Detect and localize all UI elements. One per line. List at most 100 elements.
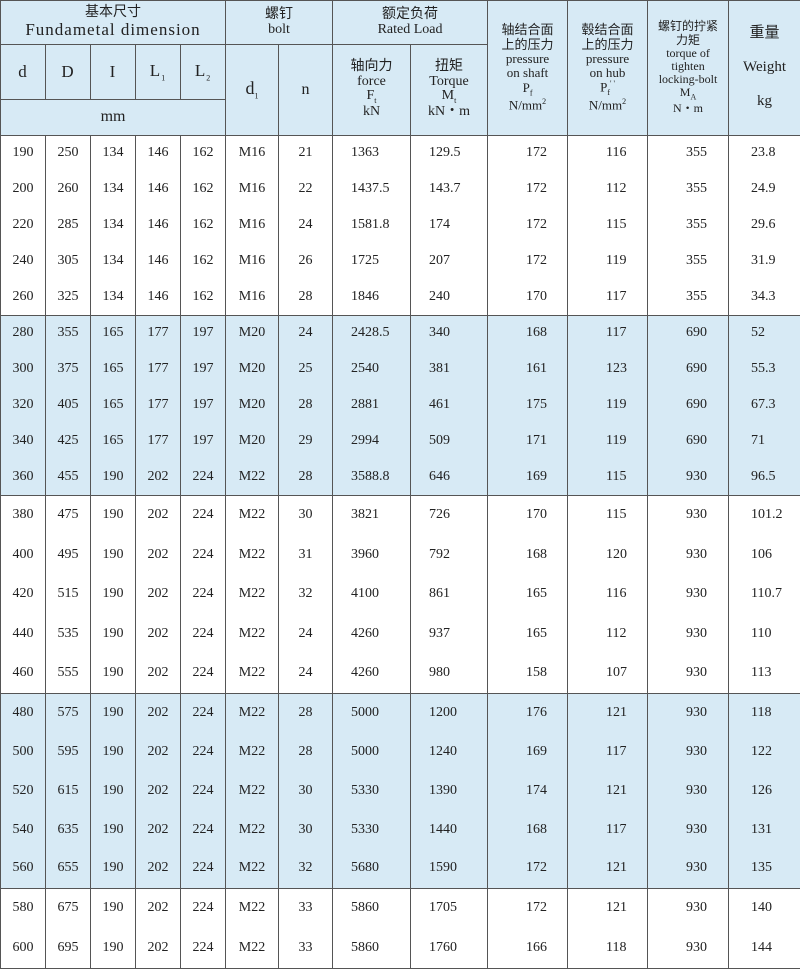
table-cell: 172 [487,243,569,280]
table-cell: 1440 [410,810,489,850]
col-torque: 扭矩 Torque Mt kN・m [410,44,489,136]
table-cell: 930 [647,614,730,654]
t: Weight [743,59,786,76]
table-cell: 280 [0,315,46,352]
table-cell: 861 [410,574,489,615]
table-row: 220 285 134 146 162 M16 24 1581.8 174 172 115 355 29… [0,207,800,244]
table-header: 基本尺寸 Fundametal dimension 螺钉 bolt 额定负荷 R… [0,0,800,136]
t: 2 [542,96,547,106]
table-cell: 146 [135,243,181,280]
t: N・m [673,101,704,116]
table-cell: 460 [0,653,46,694]
table-cell: 28 [278,279,334,316]
t: 上的压力 [581,36,634,52]
table-cell: 119 [567,387,649,424]
table-cell: 29.6 [728,207,800,244]
table-cell: M16 [225,243,280,280]
table-cell: M22 [225,849,280,889]
table-cell: 1363 [332,135,412,172]
t: kN・m [428,104,471,120]
col-force: 轴向力 force Ft kN [332,44,412,136]
table-cell: 134 [90,243,136,280]
table-cell: 117 [567,279,649,316]
t: A [690,92,697,102]
t: on hub [589,65,626,81]
table-cell: 116 [567,135,649,172]
table-cell: 117 [567,315,649,352]
table-cell: 30 [278,810,334,850]
table-cell: 67.3 [728,387,800,424]
table-cell: 174 [487,771,569,811]
table-cell: 197 [179,423,227,460]
table-cell: 595 [45,732,91,772]
t: 扭矩 [435,58,464,74]
table-cell: M16 [225,279,280,316]
table-cell: 600 [0,928,46,969]
t: P [522,79,530,95]
weight-header: 重量 Weight kg [728,0,800,136]
table-cell: 930 [647,887,730,929]
table-cell: 202 [135,614,181,654]
table-cell: 930 [647,692,730,733]
table-cell: 121 [567,887,649,929]
table-cell: 33 [278,928,334,969]
table-cell: 112 [567,171,649,208]
table-cell: 202 [135,810,181,850]
table-cell: 555 [45,653,91,694]
table-cell: 166 [487,928,569,969]
table-cell: 202 [135,535,181,575]
t: 2 [622,97,627,107]
table-cell: 5330 [332,810,412,850]
table-cell: 930 [647,574,730,615]
table-cell: 165 [90,315,136,352]
table-cell: 118 [567,928,649,969]
t: kg [757,92,773,109]
table-cell: 26 [278,243,334,280]
t: on shaft [506,65,549,81]
table-cell: 360 [0,459,46,496]
table-cell: 726 [410,495,489,536]
table-cell: 200 [0,171,46,208]
table-cell: 3588.8 [332,459,412,496]
rated-load-header: 额定负荷 Rated Load [332,0,489,45]
t: N/mm [588,97,623,113]
table-cell: 5860 [332,887,412,929]
table-cell: 202 [135,771,181,811]
table-cell: 224 [179,459,227,496]
table-cell: 190 [0,135,46,172]
table-cell: 110.7 [728,574,800,615]
table-row: 260 325 134 146 162 M16 28 1846 240 170 117 355 34.3 [0,279,800,316]
table-cell: 169 [487,459,569,496]
table-cell: 107 [567,653,649,694]
table-cell: 165 [90,423,136,460]
table-cell: 224 [179,495,227,536]
table-cell: 190 [90,653,136,694]
table-cell: 31 [278,535,334,575]
table-cell: 202 [135,928,181,969]
table-cell: 190 [90,535,136,575]
table-cell: 355 [647,243,730,280]
table-cell: 28 [278,732,334,772]
table-cell: 1705 [410,887,489,929]
table-cell: 190 [90,928,136,969]
table-cell: 172 [487,887,569,929]
table-cell: 355 [647,135,730,172]
table-cell: 202 [135,692,181,733]
t: Pf' ' [568,80,647,98]
table-row: 420 515 190 202 224 M22 32 4100 861 165 116 930 110.… [0,574,800,615]
table-cell: 425 [45,423,91,460]
table-cell: 118 [728,692,800,733]
table-cell: 131 [728,810,800,850]
table-cell: 475 [45,495,91,536]
table-cell: M22 [225,732,280,772]
table-cell: 71 [728,423,800,460]
table-row: 560 655 190 202 224 M22 32 5680 1590 172 121 930 135 [0,849,800,889]
table-cell: M22 [225,928,280,969]
table-cell: 1846 [332,279,412,316]
table-cell: 937 [410,614,489,654]
table-cell: 144 [728,928,800,969]
t: t [454,96,457,106]
table-cell: 2994 [332,423,412,460]
table-cell: M16 [225,171,280,208]
t: MA [648,86,728,102]
